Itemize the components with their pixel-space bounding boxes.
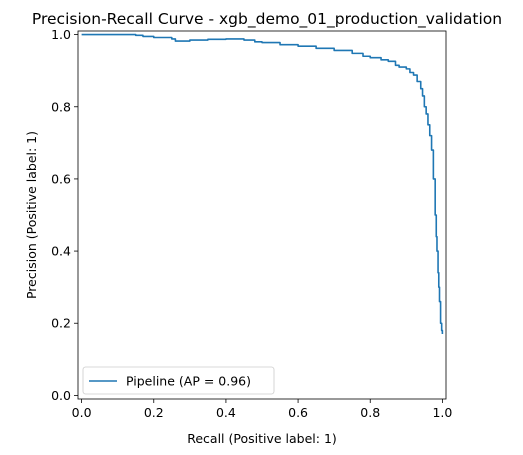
x-tick-label: 1.0	[432, 405, 452, 420]
y-tick-label: 0.4	[51, 244, 71, 259]
x-tick-label: 0.6	[288, 405, 308, 420]
y-tick-label: 0.6	[51, 171, 71, 186]
legend-label: Pipeline (AP = 0.96)	[126, 374, 251, 389]
y-axis-ticks: 0.0 0.2 0.4 0.6 0.8 1.0	[51, 27, 78, 403]
x-tick-label: 0.4	[216, 405, 236, 420]
x-tick-label: 0.2	[144, 405, 164, 420]
x-tick-label: 0.0	[72, 405, 92, 420]
chart-title: Precision-Recall Curve - xgb_demo_01_pro…	[32, 10, 502, 29]
series-layer	[81, 33, 444, 335]
x-axis-ticks: 0.0 0.2 0.4 0.6 0.8 1.0	[72, 399, 452, 420]
y-tick-label: 0.8	[51, 99, 71, 114]
legend-box	[82, 366, 275, 395]
y-axis-label: Precision (Positive label: 1)	[24, 131, 39, 299]
y-tick-label: 0.0	[51, 388, 71, 403]
y-tick-label: 1.0	[51, 27, 71, 42]
pr-curve-line	[81, 33, 444, 335]
x-tick-label: 0.8	[360, 405, 380, 420]
y-tick-label: 0.2	[51, 316, 71, 331]
x-axis-label: Recall (Positive label: 1)	[187, 431, 337, 446]
legend: Pipeline (AP = 0.96)	[82, 366, 275, 395]
plot-frame	[77, 30, 447, 400]
